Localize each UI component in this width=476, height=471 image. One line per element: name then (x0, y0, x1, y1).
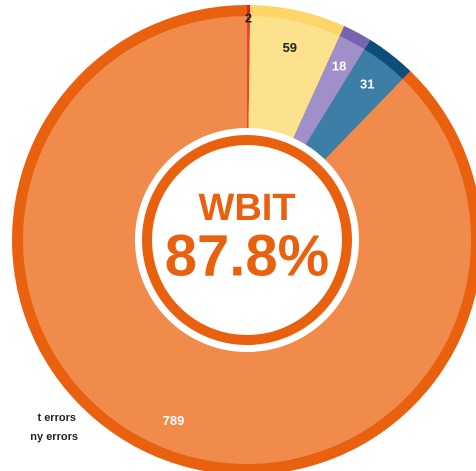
segment (305, 49, 403, 160)
data-label: 2 (245, 10, 252, 25)
center-title: WBIT (198, 187, 295, 229)
data-label: 31 (360, 77, 374, 92)
data-label: 18 (332, 58, 346, 73)
data-label: 59 (283, 40, 297, 55)
segment (247, 16, 251, 129)
legend-fragment: ny errors (30, 431, 78, 443)
center-ring (142, 135, 352, 345)
center-disk (135, 128, 359, 352)
center-value: 87.8% (165, 223, 329, 288)
segment (248, 16, 340, 139)
segment (23, 16, 472, 464)
data-label: 789 (163, 413, 185, 428)
segment (293, 36, 365, 145)
legend-fragment: t errors (37, 412, 76, 424)
